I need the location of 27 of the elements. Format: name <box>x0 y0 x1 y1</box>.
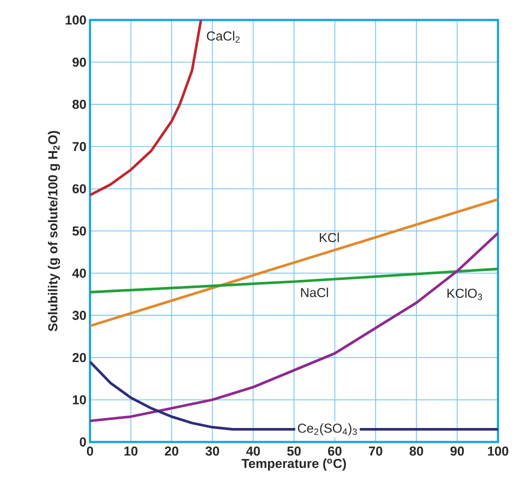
x-tick-label: 50 <box>287 446 301 456</box>
x-tick-label: 90 <box>450 446 464 456</box>
y-tick-label: 40 <box>72 268 86 278</box>
x-tick-label: 100 <box>488 446 508 456</box>
y-tick-label: 90 <box>72 58 86 67</box>
y-tick-label: 20 <box>72 352 86 362</box>
x-tick-label: 30 <box>206 446 220 456</box>
x-tick-label: 70 <box>368 446 382 456</box>
y-tick-label: 70 <box>72 142 86 152</box>
x-tick-label: 0 <box>86 446 94 456</box>
x-tick-label: 80 <box>410 446 424 456</box>
series-label: NaCl <box>301 288 328 298</box>
y-tick-label: 60 <box>72 184 86 194</box>
x-tick-label: 60 <box>328 446 342 456</box>
x-tick-label: 40 <box>246 446 260 456</box>
y-tick-label: 80 <box>72 100 86 109</box>
y-tick-label: 10 <box>72 395 86 404</box>
y-axis-title: Solubility (g of solute/100 g H$_{2}$O) <box>48 130 60 332</box>
series-label: Ce$_{2}$(SO$_{4}$)$_{3}$ <box>298 423 357 436</box>
line-series <box>90 20 202 196</box>
x-tick-label: 10 <box>124 446 138 456</box>
y-tick-label: 100 <box>66 15 86 25</box>
y-tick-label: 50 <box>72 226 86 236</box>
x-tick-label: 20 <box>164 446 178 456</box>
x-axis-title: Temperature ($^{o}$C) <box>242 458 346 471</box>
y-tick-label: 30 <box>72 310 86 320</box>
y-tick-label: 0 <box>80 437 86 447</box>
